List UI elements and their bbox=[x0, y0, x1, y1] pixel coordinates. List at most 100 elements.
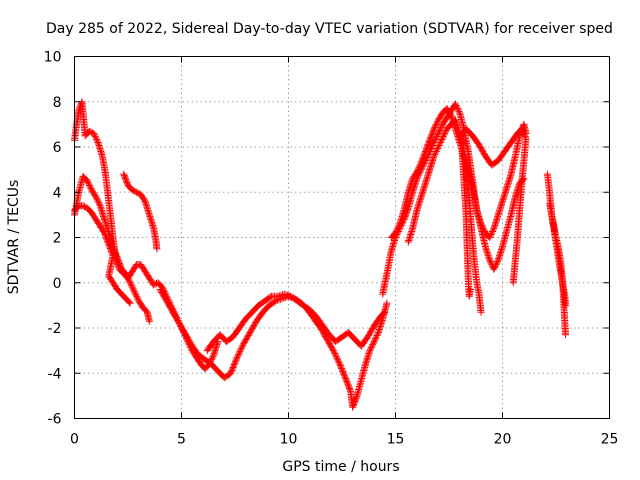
data-point bbox=[332, 351, 340, 359]
data-point bbox=[366, 347, 374, 355]
chart-title: Day 285 of 2022, Sidereal Day-to-day VTE… bbox=[46, 21, 613, 37]
data-point bbox=[491, 264, 499, 272]
data-point bbox=[507, 172, 515, 180]
data-point bbox=[228, 366, 236, 374]
data-point bbox=[123, 271, 131, 279]
data-point bbox=[91, 191, 99, 199]
data-point bbox=[331, 350, 339, 358]
data-point bbox=[435, 128, 443, 136]
data-point bbox=[493, 259, 501, 267]
data-point bbox=[431, 151, 439, 158]
data-point bbox=[491, 262, 499, 270]
data-point bbox=[336, 362, 344, 370]
data-point bbox=[475, 141, 483, 149]
data-point bbox=[414, 165, 422, 173]
data-point bbox=[236, 347, 244, 355]
x-tick-label: 10 bbox=[280, 432, 298, 448]
data-point bbox=[340, 370, 348, 378]
data-point bbox=[430, 152, 438, 160]
data-point bbox=[123, 179, 131, 187]
data-point bbox=[125, 276, 133, 284]
data-point bbox=[489, 226, 497, 234]
data-point bbox=[454, 106, 462, 114]
data-point bbox=[521, 131, 529, 139]
data-point bbox=[435, 142, 443, 149]
data-point bbox=[132, 291, 140, 299]
satellite-track-d bbox=[120, 170, 161, 253]
data-point bbox=[337, 363, 345, 371]
satellite-track-f bbox=[203, 290, 389, 355]
data-point bbox=[507, 213, 515, 220]
data-point bbox=[438, 122, 446, 130]
data-marks bbox=[71, 98, 570, 411]
data-point bbox=[352, 393, 360, 401]
data-point bbox=[381, 308, 389, 316]
data-point bbox=[133, 294, 141, 302]
data-point bbox=[509, 279, 517, 287]
data-point bbox=[436, 139, 444, 146]
data-point bbox=[184, 335, 192, 343]
data-point bbox=[85, 180, 93, 188]
data-point bbox=[519, 128, 527, 136]
data-point bbox=[244, 331, 252, 339]
data-point bbox=[506, 173, 514, 181]
y-tick-label: -4 bbox=[48, 366, 62, 382]
data-point bbox=[275, 292, 283, 300]
data-point bbox=[93, 137, 101, 145]
x-tick-label: 25 bbox=[601, 432, 619, 448]
data-point bbox=[455, 108, 463, 116]
data-point bbox=[333, 354, 341, 362]
data-point bbox=[451, 100, 459, 108]
data-point bbox=[417, 160, 424, 168]
data-point bbox=[414, 166, 422, 174]
data-point bbox=[369, 339, 377, 347]
data-point bbox=[372, 333, 380, 341]
data-point bbox=[454, 105, 462, 112]
data-point bbox=[334, 356, 342, 364]
satellite-track-h bbox=[387, 105, 530, 241]
data-point bbox=[129, 285, 137, 293]
data-point bbox=[93, 136, 101, 143]
data-point bbox=[431, 137, 439, 145]
data-point bbox=[125, 298, 133, 306]
data-point bbox=[235, 350, 243, 358]
data-point bbox=[103, 236, 111, 244]
satellite-track-k bbox=[458, 143, 474, 300]
x-tick-label: 15 bbox=[387, 432, 405, 448]
data-point bbox=[479, 224, 487, 232]
data-point bbox=[338, 365, 346, 372]
data-point bbox=[179, 327, 187, 334]
data-point bbox=[438, 136, 446, 143]
data-point bbox=[93, 196, 101, 204]
x-tick-label: 5 bbox=[177, 432, 186, 448]
data-point bbox=[486, 232, 494, 240]
data-point bbox=[125, 277, 133, 285]
satellite-track-m bbox=[546, 200, 570, 309]
data-point bbox=[518, 125, 526, 133]
data-point bbox=[232, 356, 240, 364]
data-point bbox=[494, 258, 501, 266]
data-point bbox=[434, 145, 442, 152]
x-axis-label: GPS time / hours bbox=[282, 459, 399, 475]
data-point bbox=[431, 122, 439, 130]
data-point bbox=[415, 163, 423, 171]
data-point bbox=[492, 261, 500, 269]
data-point bbox=[90, 129, 98, 137]
data-point bbox=[128, 283, 136, 291]
data-point bbox=[431, 136, 439, 143]
data-point bbox=[487, 231, 495, 238]
data-point bbox=[334, 357, 342, 365]
data-point bbox=[477, 308, 485, 316]
data-point bbox=[489, 228, 496, 235]
data-point bbox=[439, 134, 447, 142]
data-point bbox=[266, 293, 274, 301]
data-point bbox=[480, 149, 488, 157]
data-point bbox=[452, 102, 460, 109]
data-point bbox=[234, 352, 242, 360]
data-point bbox=[92, 193, 100, 201]
y-tick-label: 0 bbox=[53, 276, 62, 292]
data-point bbox=[174, 317, 182, 325]
data-point bbox=[441, 129, 449, 137]
data-point bbox=[427, 132, 435, 140]
